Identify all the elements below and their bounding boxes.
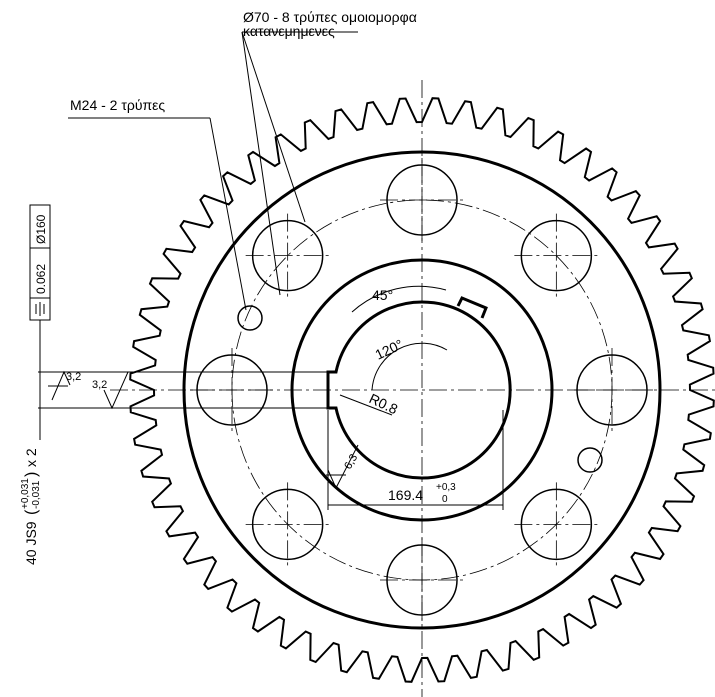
key-width-count: x 2 — [23, 448, 39, 467]
key-width-tol: +0,031 — [20, 478, 31, 509]
roughness-value: 3,2 — [92, 379, 107, 391]
roughness-value: 3,2 — [66, 371, 81, 383]
angle-label: 120° — [373, 336, 406, 363]
keyway-top — [458, 298, 486, 318]
key-width-value: 40 JS9 — [23, 521, 39, 565]
datum: Ø160 — [34, 214, 48, 244]
radius-label: R0.8 — [367, 390, 401, 417]
leader — [242, 32, 305, 222]
dimension-tolerance: 0 — [442, 494, 448, 505]
roughness-value: 6,3 — [342, 452, 360, 471]
hole-note: κατανεμημενες — [243, 23, 335, 39]
key-width: 40 JS9 ( +0,031 -0,031 ) x 2 — [20, 448, 42, 565]
leader — [210, 118, 246, 310]
paren: ) — [23, 472, 40, 477]
symmetry-symbol — [36, 302, 44, 316]
angle-arc — [352, 286, 446, 312]
angle-label: 45° — [372, 287, 393, 303]
dimension-tolerance: +0,3 — [436, 482, 456, 493]
symmetry-frame: 0.062 Ø160 — [30, 205, 50, 320]
tolerance: 0.062 — [34, 264, 48, 294]
drawing: Ø70 - 8 τρύπες ομοιομορφα κατανεμημενες … — [0, 0, 715, 697]
key-width-tol: -0,031 — [31, 480, 42, 509]
thread-note: M24 - 2 τρύπες — [70, 97, 165, 113]
dimension-value: 169.4 — [388, 487, 423, 503]
